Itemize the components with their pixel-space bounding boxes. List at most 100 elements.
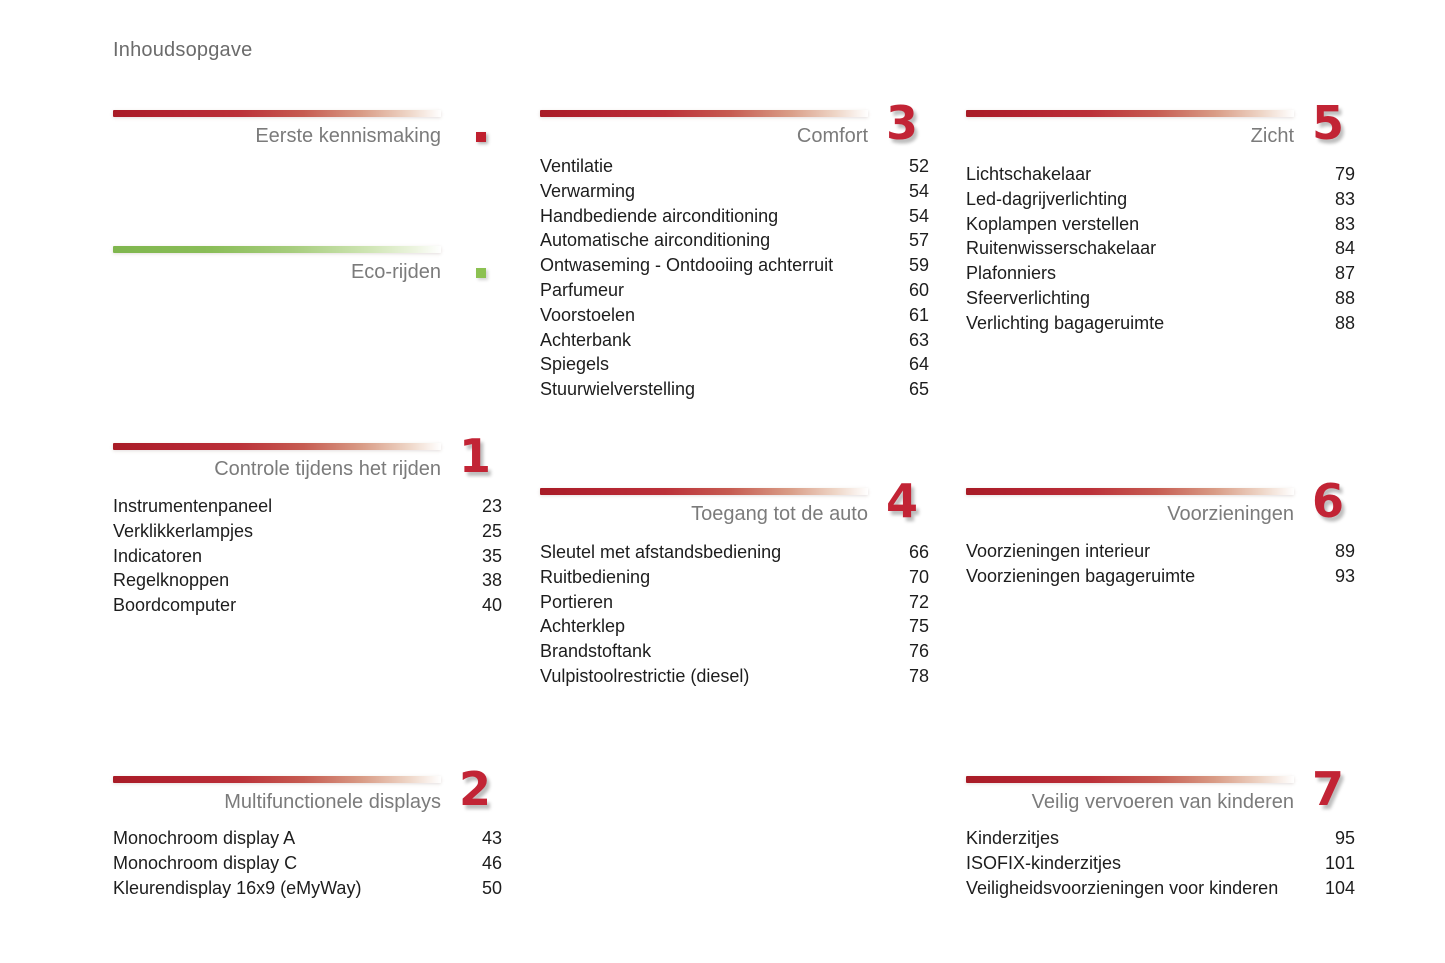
toc-entry-label: Monochroom display C (113, 852, 298, 873)
toc-entry-page-number: 59 (908, 255, 929, 276)
toc-entry-page-number: 64 (908, 354, 929, 375)
toc-entry: Kleurendisplay 16x9 (eMyWay) 50 (113, 876, 502, 901)
toc-entry-page-number: 65 (908, 379, 929, 400)
toc-entry-page-number: 83 (1334, 188, 1355, 209)
toc-entry-label: Plafonniers (966, 263, 1057, 284)
toc-entry: Voorzieningen bagageruimte 93 (966, 564, 1355, 589)
toc-entry-label: Brandstoftank (540, 641, 652, 662)
page-title: Inhoudsopgave (113, 39, 253, 61)
toc-entry-label: Kleurendisplay 16x9 (eMyWay) (113, 877, 362, 898)
toc-entry: Veiligheidsvoorzieningen voor kinderen 10… (966, 876, 1355, 901)
toc-entry-page-number: 35 (481, 545, 502, 566)
toc-entry-label: Ruitbediening (540, 566, 651, 587)
toc-entry-page-number: 79 (1334, 164, 1355, 184)
toc-entry-page-number: 52 (908, 156, 929, 176)
section-veilig-vervoeren-van-kinderen: 7 Veilig vervoeren van kinderen Kinderzitj… (966, 766, 1355, 900)
toc-entry: Ruitbediening 70 (540, 565, 929, 590)
toc-entry-label: Portieren (540, 591, 614, 612)
toc-entry-page-number: 46 (481, 852, 502, 873)
toc-entry: Verlichting bagageruimte 88 (966, 311, 1355, 336)
toc-entry: Voorzieningen interieur 89 (966, 539, 1355, 564)
toc-entry-label: Spiegels (540, 354, 610, 375)
toc-entry: Brandstoftank 76 (540, 639, 929, 664)
toc-entry-page-number: 54 (908, 205, 929, 226)
toc-entry: Verwarming 54 (540, 179, 929, 204)
toc-entry: Achterklep 75 (540, 614, 929, 639)
toc-entry-page-number: 95 (1334, 828, 1355, 848)
section-divider-bar (113, 246, 441, 253)
toc-entry-label: Sleutel met afstandsbediening (540, 542, 782, 562)
toc-item-list: Sleutel met afstandsbediening 66 Ruitbedie… (540, 540, 929, 689)
toc-entry: Achterbank 63 (540, 328, 929, 353)
toc-entry-label: Ruitenwisserschakelaar (966, 238, 1157, 259)
toc-entry-label: Voorzieningen interieur (966, 541, 1151, 561)
toc-entry-page-number: 66 (908, 542, 929, 562)
section-number: 6 (1311, 474, 1344, 528)
section-title: Multifunctionele displays (224, 791, 441, 813)
section-eco-rijden: Eco-rijden (113, 246, 502, 285)
toc-entry-label: Ontwaseming - Ontdooiing achterruit (540, 255, 834, 276)
toc-entry-page-number: 88 (1334, 287, 1355, 308)
toc-entry: Instrumentenpaneel 23 (113, 494, 502, 519)
section-number: 1 (458, 429, 491, 483)
toc-entry-page-number: 101 (1324, 852, 1355, 873)
toc-entry-page-number: 84 (1334, 238, 1355, 259)
toc-entry: ISOFIX-kinderzitjes 101 (966, 851, 1355, 876)
toc-entry: Plafonniers 87 (966, 261, 1355, 286)
green-square-marker-icon (476, 268, 486, 278)
toc-entry-page-number: 104 (1324, 877, 1355, 898)
toc-entry-page-number: 87 (1334, 263, 1355, 284)
toc-entry-label: Veiligheidsvoorzieningen voor kinderen (966, 877, 1279, 898)
toc-entry: Boordcomputer 40 (113, 593, 502, 618)
section-zicht: 5 Zicht Lichtschakelaar 79 Led-dagrijverlich… (966, 100, 1355, 336)
toc-entry-label: Handbediende airconditioning (540, 205, 779, 226)
toc-entry-page-number: 25 (481, 520, 502, 541)
section-title: Comfort (796, 125, 868, 147)
toc-entry: Regelknoppen 38 (113, 568, 502, 593)
toc-entry-label: Led-dagrijverlichting (966, 188, 1128, 209)
toc-item-list: Lichtschakelaar 79 Led-dagrijverlichting 83… (966, 162, 1355, 336)
toc-entry-page-number: 38 (481, 570, 502, 591)
toc-entry-label: Verwarming (540, 180, 636, 201)
toc-entry-label: Voorstoelen (540, 304, 636, 325)
toc-entry-page-number: 93 (1334, 565, 1355, 586)
section-divider-bar (113, 776, 441, 783)
toc-entry-page-number: 70 (908, 566, 929, 587)
toc-entry-page-number: 40 (481, 595, 502, 616)
section-title: Veilig vervoeren van kinderen (1031, 791, 1294, 813)
toc-entry-label: Voorzieningen bagageruimte (966, 565, 1196, 586)
section-number: 5 (1311, 96, 1344, 150)
toc-item-list: Kinderzitjes 95 ISOFIX-kinderzitjes 101 Veil… (966, 826, 1355, 900)
toc-entry: Ruitenwisserschakelaar 84 (966, 236, 1355, 261)
section-title: Toegang tot de auto (691, 503, 868, 525)
section-number: 2 (458, 762, 491, 816)
section-eerste-kennismaking: Eerste kennismaking (113, 110, 502, 149)
section-comfort: 3 Comfort Ventilatie 52 Verwarming 54 Handbedi… (540, 100, 929, 402)
toc-entry-page-number: 61 (908, 304, 929, 325)
toc-entry: Monochroom display C 46 (113, 851, 502, 876)
toc-entry: Ontwaseming - Ontdooiing achterruit 59 (540, 253, 929, 278)
toc-entry: Spiegels 64 (540, 352, 929, 377)
toc-entry-label: Verklikkerlampjes (113, 520, 254, 541)
toc-entry-page-number: 23 (481, 496, 502, 516)
section-title: Zicht (1250, 125, 1294, 147)
toc-entry: Ventilatie 52 (540, 154, 929, 179)
section-divider-bar (966, 488, 1294, 495)
toc-entry-label: Kinderzitjes (966, 828, 1060, 848)
toc-entry-page-number: 60 (908, 279, 929, 300)
section-title: Eco-rijden (350, 261, 441, 283)
toc-entry: Indicatoren 35 (113, 544, 502, 569)
toc-entry: Lichtschakelaar 79 (966, 162, 1355, 187)
toc-entry: Sleutel met afstandsbediening 66 (540, 540, 929, 565)
toc-entry-label: Monochroom display A (113, 828, 296, 848)
toc-entry-page-number: 76 (908, 641, 929, 662)
toc-entry-label: Regelknoppen (113, 570, 230, 591)
section-toegang-tot-de-auto: 4 Toegang tot de auto Sleutel met afstands… (540, 478, 929, 689)
toc-entry-label: ISOFIX-kinderzitjes (966, 852, 1122, 873)
toc-entry-page-number: 50 (481, 877, 502, 898)
toc-entry-page-number: 43 (481, 828, 502, 848)
toc-entry: Voorstoelen 61 (540, 303, 929, 328)
toc-entry: Stuurwielverstelling 65 (540, 377, 929, 402)
toc-entry-label: Boordcomputer (113, 595, 237, 616)
toc-entry: Vulpistoolrestrictie (diesel) 78 (540, 664, 929, 689)
